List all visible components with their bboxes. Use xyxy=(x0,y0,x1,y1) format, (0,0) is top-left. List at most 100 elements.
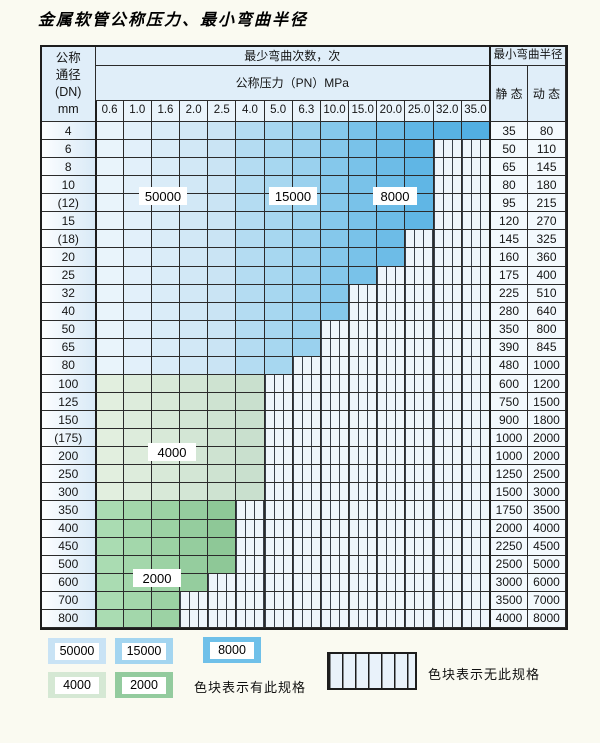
dn-label-cell: 15 xyxy=(42,212,96,231)
spec-table: 公称 通径 (DN) mm 最少弯曲次数，次 最小弯曲半径 公称压力（PN）MPa 静 态动 … xyxy=(40,45,568,630)
bend-count-label-4000: 4000 xyxy=(148,443,196,461)
grid-nospec-cell xyxy=(461,393,490,412)
grid-nospec-cell xyxy=(349,591,378,610)
dn-label-cell: 10 xyxy=(42,176,96,195)
grid-nospec-cell xyxy=(433,266,462,285)
grid-nospec-cell xyxy=(320,501,350,520)
grid-spec-cell xyxy=(151,465,181,484)
grid-nospec-cell xyxy=(349,338,378,357)
pressure-tick: 0.6 xyxy=(94,101,124,122)
pressure-tick: 15.0 xyxy=(349,101,378,122)
grid-nospec-cell xyxy=(461,537,490,556)
grid-spec-cell xyxy=(123,284,152,303)
grid-spec-cell xyxy=(208,483,237,502)
pressure-tick: 25.0 xyxy=(405,101,434,122)
grid-spec-cell xyxy=(208,248,237,267)
dynamic-radius-value: 1800 xyxy=(528,411,566,430)
static-radius-value: 1750 xyxy=(489,501,528,520)
dynamic-radius-value: 110 xyxy=(528,140,566,159)
grid-spec-cell xyxy=(123,483,152,502)
grid-nospec-cell xyxy=(264,447,293,466)
grid-spec-cell xyxy=(236,230,265,249)
grid-nospec-cell xyxy=(405,248,434,267)
bend-cycles-header: 最少弯曲次数，次 xyxy=(95,47,490,66)
grid-spec-cell xyxy=(180,140,209,159)
grid-spec-cell xyxy=(236,302,265,321)
grid-nospec-cell xyxy=(461,176,490,195)
grid-nospec-cell xyxy=(461,501,490,520)
grid-spec-cell xyxy=(180,284,209,303)
grid-spec-cell xyxy=(94,266,124,285)
grid-nospec-cell xyxy=(292,555,321,574)
pressure-tick: 2.5 xyxy=(208,101,237,122)
grid-nospec-cell xyxy=(433,320,462,339)
grid-nospec-cell xyxy=(433,393,462,412)
grid-spec-cell xyxy=(320,158,350,177)
grid-spec-cell xyxy=(123,609,152,628)
grid-spec-cell xyxy=(292,212,321,231)
grid-nospec-cell xyxy=(433,501,462,520)
grid-spec-cell xyxy=(123,122,152,141)
grid-nospec-cell xyxy=(405,483,434,502)
static-radius-value: 3000 xyxy=(489,573,528,592)
grid-spec-cell xyxy=(123,429,152,448)
legend-swatch-50000: 50000 xyxy=(48,638,106,664)
grid-nospec-cell xyxy=(377,356,406,375)
grid-nospec-cell xyxy=(320,338,350,357)
grid-nospec-cell xyxy=(180,591,209,610)
dn-label-cell: 250 xyxy=(42,465,96,484)
grid-nospec-cell xyxy=(461,429,490,448)
grid-spec-cell xyxy=(236,338,265,357)
grid-nospec-cell xyxy=(292,447,321,466)
grid-spec-cell xyxy=(151,302,181,321)
grid-spec-cell xyxy=(236,374,265,394)
pressure-tick: 4.0 xyxy=(236,101,265,122)
dynamic-radius-value: 1000 xyxy=(528,356,566,375)
grid-nospec-cell xyxy=(292,356,321,375)
grid-spec-cell xyxy=(94,429,124,448)
grid-nospec-cell xyxy=(236,573,265,592)
grid-spec-cell xyxy=(264,284,293,303)
grid-nospec-cell xyxy=(461,284,490,303)
grid-spec-cell xyxy=(123,230,152,249)
grid-nospec-cell xyxy=(461,555,490,574)
grid-spec-cell xyxy=(180,194,209,213)
dn-label-cell: 4 xyxy=(42,122,96,141)
pressure-tick: 5.0 xyxy=(264,101,293,122)
grid-nospec-cell xyxy=(264,537,293,556)
grid-nospec-cell xyxy=(349,411,378,430)
grid-nospec-cell xyxy=(405,266,434,285)
grid-spec-cell xyxy=(208,338,237,357)
grid-nospec-cell xyxy=(405,573,434,592)
grid-spec-cell xyxy=(236,483,265,502)
grid-nospec-cell xyxy=(320,447,350,466)
grid-spec-cell xyxy=(236,411,265,430)
grid-nospec-cell xyxy=(349,447,378,466)
grid-spec-cell xyxy=(320,302,350,321)
grid-spec-cell xyxy=(94,465,124,484)
dynamic-radius-value: 640 xyxy=(528,302,566,321)
grid-spec-cell xyxy=(236,266,265,285)
grid-nospec-cell xyxy=(236,501,265,520)
dn-label-cell: 80 xyxy=(42,356,96,375)
grid-spec-cell xyxy=(151,356,181,375)
grid-nospec-cell xyxy=(461,212,490,231)
grid-spec-cell xyxy=(264,140,293,159)
grid-nospec-cell xyxy=(433,176,462,195)
grid-spec-cell xyxy=(151,122,181,141)
legend-swatch-value: 50000 xyxy=(55,642,99,660)
grid-spec-cell xyxy=(433,122,462,141)
grid-spec-cell xyxy=(236,158,265,177)
grid-spec-cell xyxy=(94,573,124,592)
grid-nospec-cell xyxy=(349,356,378,375)
grid-spec-cell xyxy=(94,555,124,574)
grid-nospec-cell xyxy=(377,591,406,610)
grid-nospec-cell xyxy=(208,573,237,592)
grid-spec-cell xyxy=(94,338,124,357)
grid-nospec-cell xyxy=(433,356,462,375)
static-radius-value: 225 xyxy=(489,284,528,303)
legend-swatch-value: 2000 xyxy=(122,676,166,694)
grid-spec-cell xyxy=(208,302,237,321)
grid-nospec-cell xyxy=(264,555,293,574)
grid-nospec-cell xyxy=(377,465,406,484)
